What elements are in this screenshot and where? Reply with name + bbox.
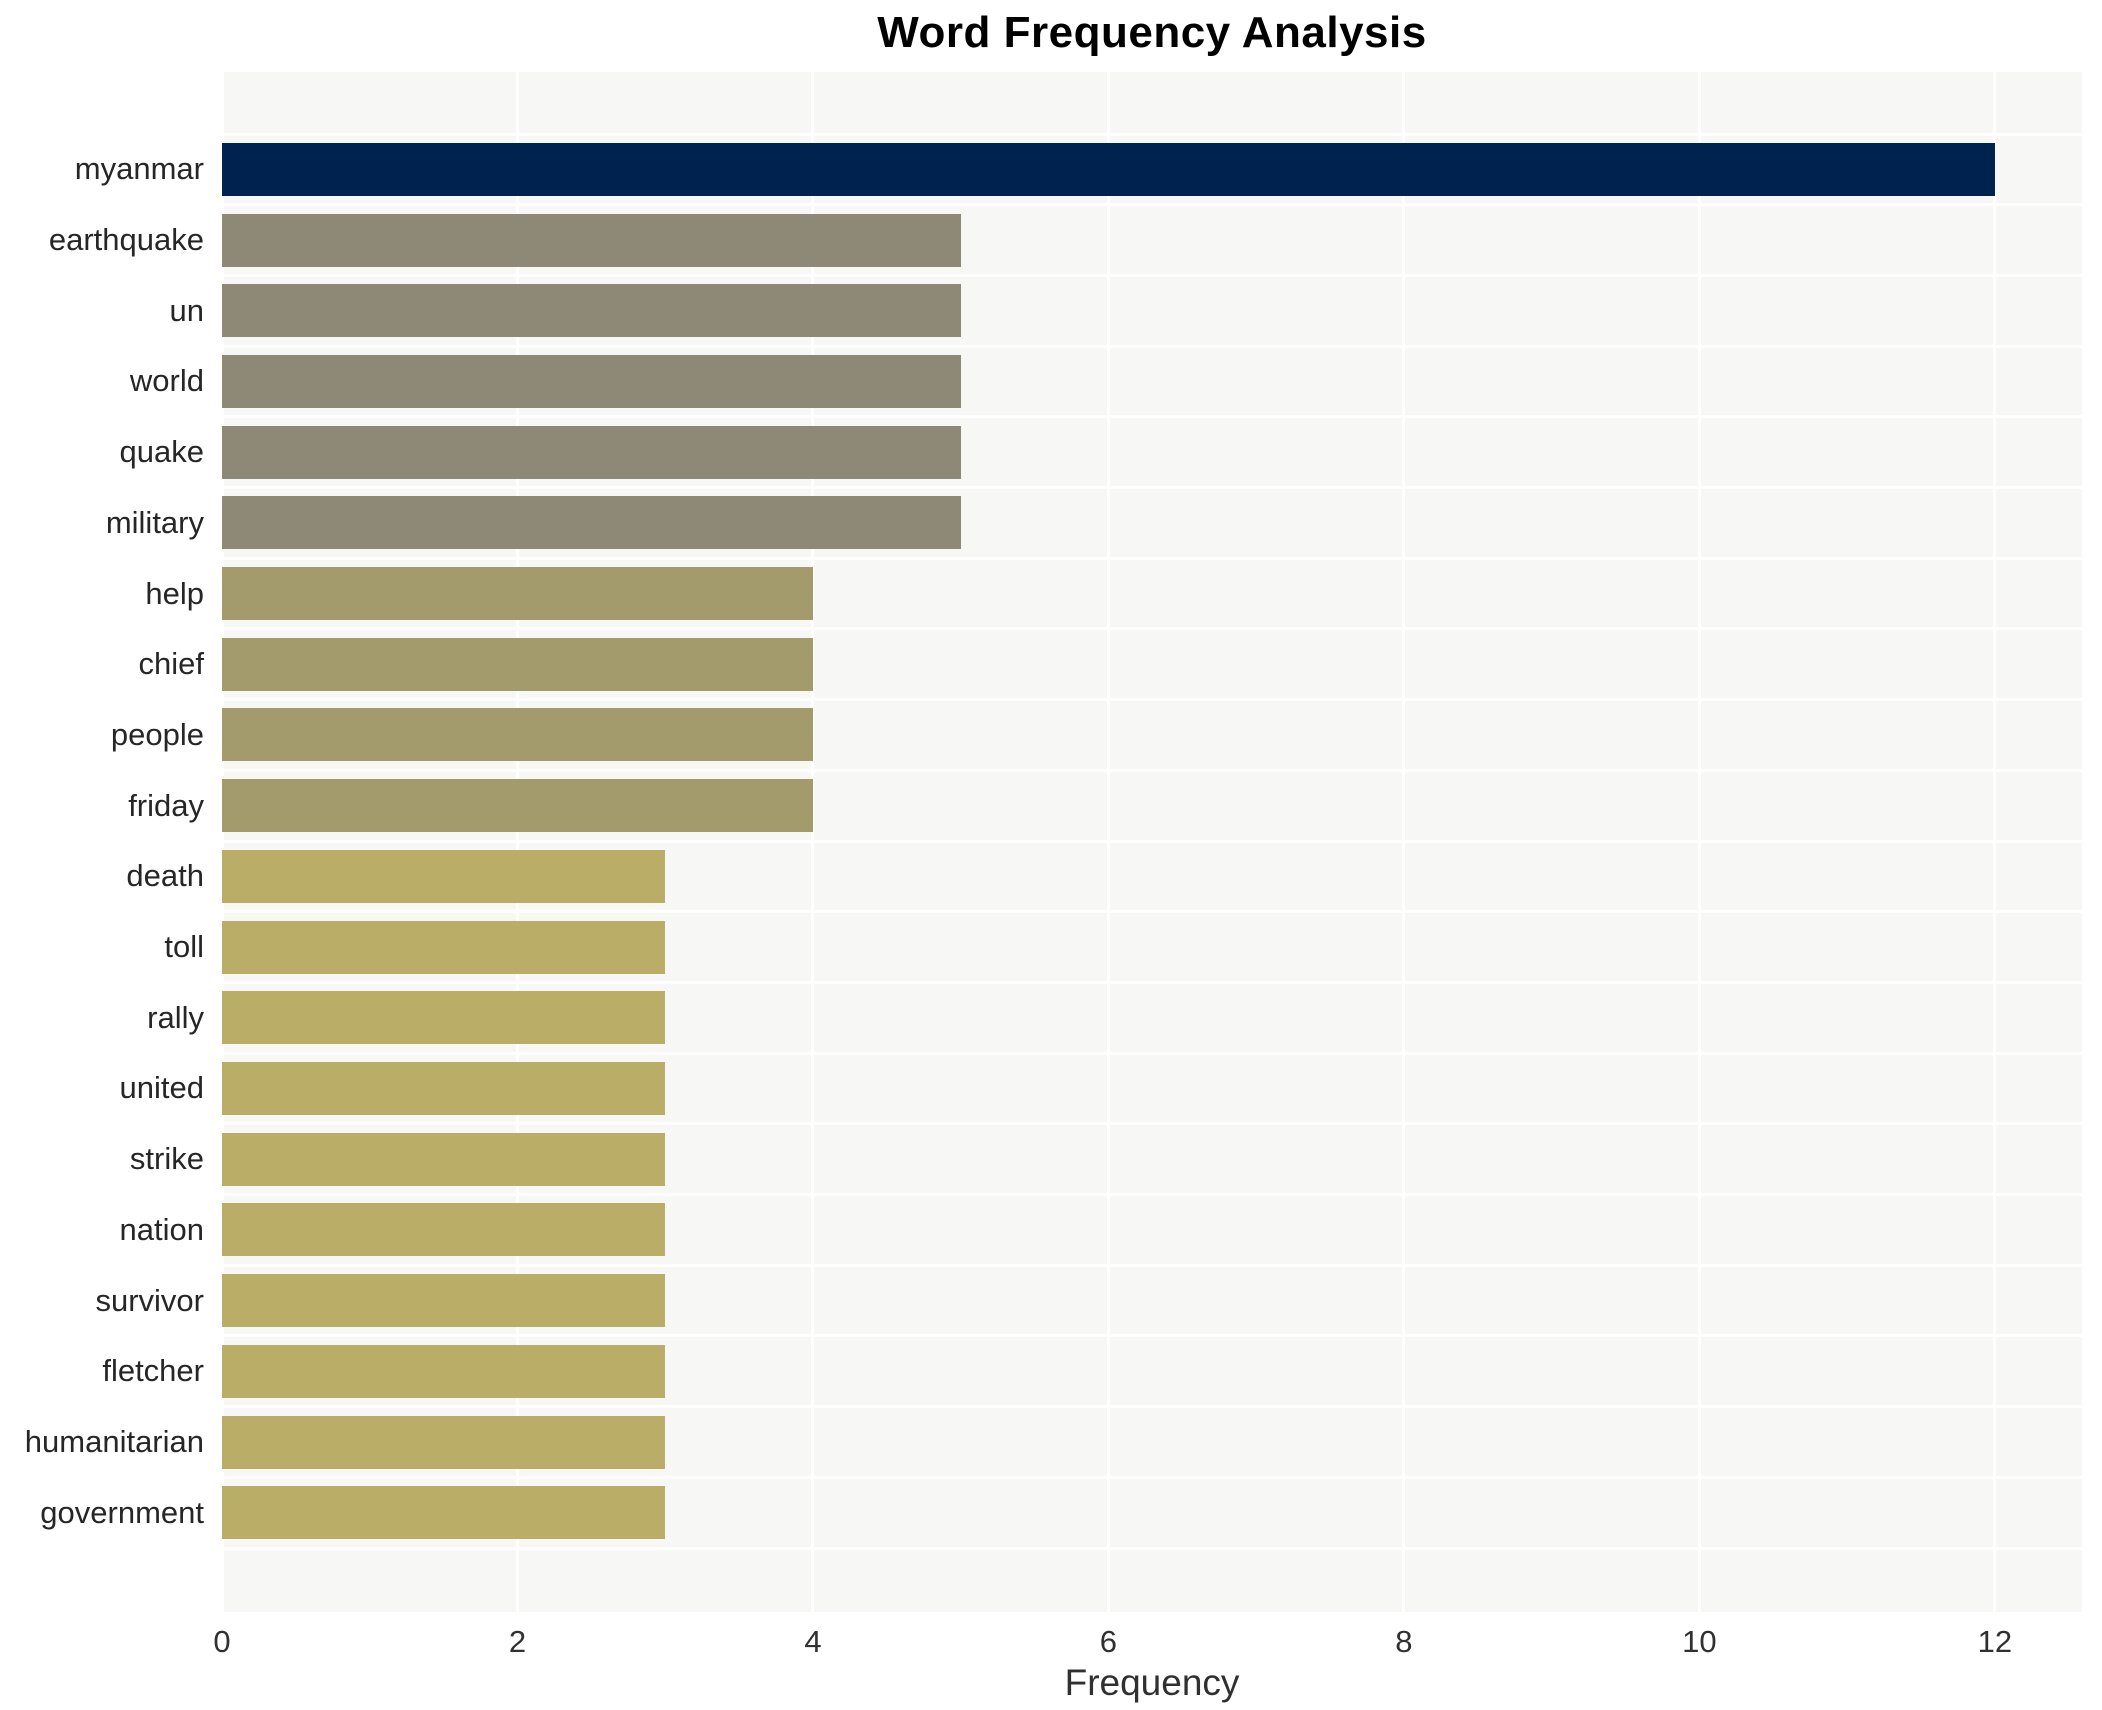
x-axis-tick-label: 8 <box>1395 1624 1413 1659</box>
bar <box>222 1415 666 1469</box>
y-axis-label: humanitarian <box>24 1424 204 1459</box>
grid-line-horizontal <box>222 910 2082 914</box>
bar-row: death <box>126 841 2082 912</box>
bar <box>222 567 813 621</box>
bar-row: rally <box>147 982 2082 1053</box>
bar <box>222 1132 666 1186</box>
plot-area: myanmar earthquake un world quake military hel… <box>25 72 2082 1612</box>
bar <box>222 1274 666 1328</box>
x-axis-tick-label: 10 <box>1682 1624 1717 1659</box>
grid-line-horizontal <box>222 273 2082 277</box>
grid-line-horizontal <box>222 1334 2082 1338</box>
bar <box>222 1203 666 1257</box>
bar-row: united <box>120 1053 2082 1124</box>
bar-row: government <box>40 1477 2082 1548</box>
bar <box>222 142 1995 196</box>
bar-rows: myanmar earthquake un world quake military hel… <box>25 134 2082 1548</box>
grid-line-horizontal <box>222 415 2082 419</box>
bar <box>222 920 666 974</box>
grid-line-horizontal <box>222 1475 2082 1479</box>
y-axis-label: toll <box>164 929 204 965</box>
y-axis-label: un <box>169 292 204 328</box>
bar <box>222 213 961 267</box>
bar-row: chief <box>139 629 2082 700</box>
grid-line-horizontal <box>222 203 2082 207</box>
bar <box>222 496 961 550</box>
y-axis-label: earthquake <box>48 222 204 258</box>
y-axis-label: military <box>105 504 204 540</box>
y-axis-label: quake <box>119 434 204 470</box>
y-axis-label: government <box>40 1494 204 1530</box>
bar-row: humanitarian <box>25 1407 2082 1478</box>
y-axis-label: death <box>126 858 204 894</box>
y-axis-label: rally <box>147 999 204 1035</box>
bar-row: survivor <box>95 1265 2082 1336</box>
grid-line-horizontal <box>222 1405 2082 1409</box>
x-axis: 0 2 4 6 8 10 12 <box>213 1612 2082 1672</box>
bar-row: myanmar <box>75 134 2082 205</box>
bar-row: help <box>145 558 2082 629</box>
grid-line-horizontal <box>222 486 2082 489</box>
y-axis-label: people <box>110 716 204 752</box>
bar-row: toll <box>164 912 2082 983</box>
bar-row: military <box>106 488 2082 559</box>
grid-line-horizontal <box>222 627 2082 631</box>
bar-row: friday <box>128 770 2082 841</box>
y-axis-label: united <box>119 1070 204 1106</box>
grid-line-horizontal <box>222 1263 2082 1267</box>
bar-row: earthquake <box>49 205 2082 276</box>
grid-line-horizontal <box>222 1193 2082 1196</box>
bar-row: strike <box>130 1124 2082 1195</box>
bar-row: fletcher <box>102 1336 2082 1407</box>
x-axis-tick-label: 2 <box>508 1624 527 1659</box>
x-axis-tick-label: 0 <box>213 1624 231 1659</box>
y-axis-label: friday <box>128 787 204 823</box>
bar <box>222 1344 666 1398</box>
bar-row: nation <box>120 1195 2082 1266</box>
chart-title: Word Frequency Analysis <box>877 8 1427 57</box>
y-axis-label: survivor <box>95 1282 204 1318</box>
bar <box>222 284 961 338</box>
bar <box>222 1486 666 1540</box>
bar-row: people <box>111 700 2082 771</box>
grid-line-horizontal <box>222 344 2082 348</box>
grid-line-horizontal <box>222 980 2082 984</box>
x-axis-tick-label: 4 <box>804 1624 822 1659</box>
bar <box>222 849 666 903</box>
bar <box>222 991 666 1045</box>
grid-line-horizontal <box>222 1122 2082 1126</box>
bar <box>222 425 961 479</box>
bar-row: un <box>170 275 2082 346</box>
bar-row: quake <box>120 417 2082 488</box>
x-axis-tick-label: 12 <box>1977 1624 2013 1659</box>
y-axis-label: myanmar <box>74 151 204 187</box>
y-axis-label: help <box>145 575 204 611</box>
bar <box>222 1061 666 1115</box>
bar <box>222 354 961 408</box>
grid-line-horizontal <box>222 1051 2082 1055</box>
bar <box>222 779 813 833</box>
y-axis-label: world <box>129 363 204 399</box>
y-axis-label: nation <box>119 1211 204 1247</box>
y-axis-label: chief <box>138 646 204 682</box>
grid-line-horizontal <box>222 132 2082 136</box>
grid-line-horizontal <box>222 1546 2082 1550</box>
y-axis-label: fletcher <box>102 1353 204 1389</box>
grid-line-horizontal <box>222 768 2082 772</box>
grid-line-horizontal <box>222 698 2082 702</box>
x-axis-label: Frequency <box>1064 1662 1240 1703</box>
grid-line-horizontal <box>222 556 2082 560</box>
bar <box>222 637 813 691</box>
x-axis-tick-label: 6 <box>1099 1624 1118 1659</box>
y-axis-label: strike <box>129 1141 204 1177</box>
grid-line-horizontal <box>222 839 2082 843</box>
bar <box>222 708 813 762</box>
bar-row: world <box>130 346 2082 417</box>
